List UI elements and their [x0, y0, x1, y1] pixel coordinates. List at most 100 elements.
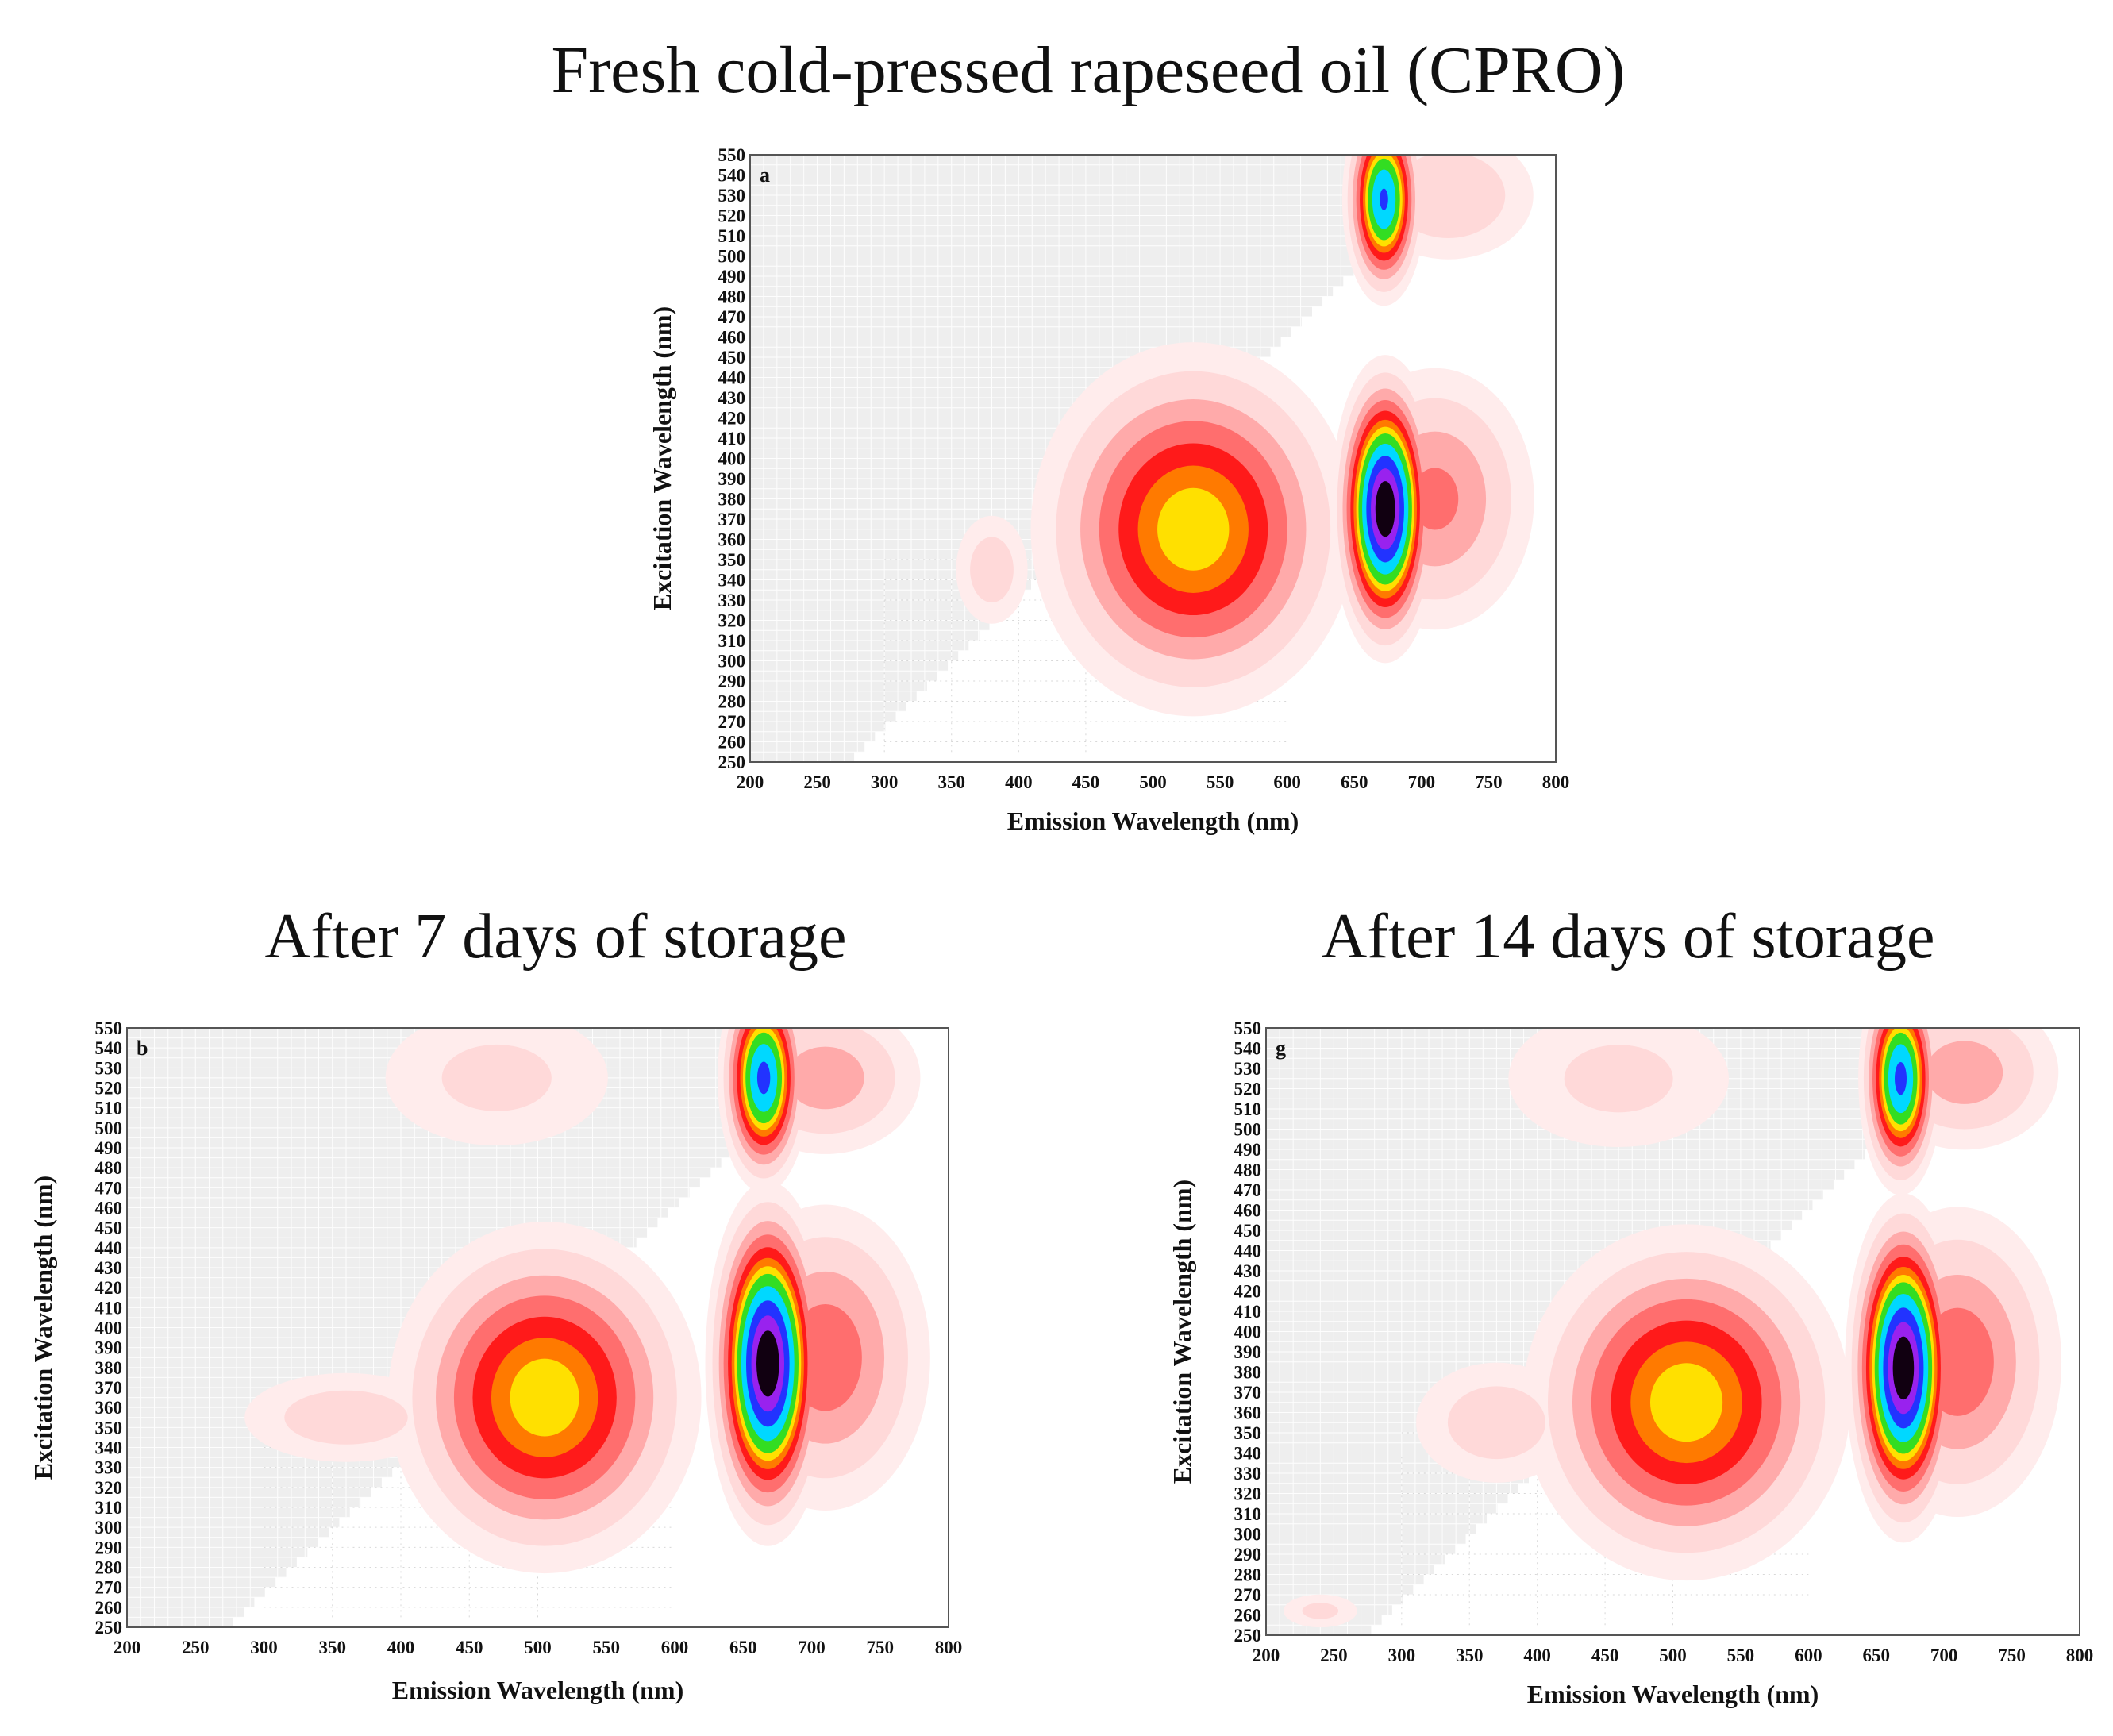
y-tick-label: 400 [718, 449, 746, 469]
x-axis-label: Emission Wavelength (nm) [1527, 1680, 1819, 1708]
y-tick-label: 500 [1234, 1120, 1262, 1140]
y-tick-label: 340 [718, 571, 746, 591]
contour-peak-5 [1926, 1041, 2003, 1104]
y-tick-label: 440 [718, 368, 746, 388]
y-tick-label: 440 [95, 1238, 123, 1258]
plot-frame [126, 1027, 949, 1628]
contour-peak-6 [1302, 1603, 1339, 1619]
y-tick-label: 270 [1234, 1585, 1262, 1605]
figure-title-7-days: After 7 days of storage [264, 902, 847, 972]
y-tick-label: 310 [718, 631, 746, 651]
y-tick-label: 510 [718, 226, 746, 246]
y-tick-label: 260 [1234, 1606, 1262, 1626]
y-tick-label: 330 [95, 1458, 123, 1478]
panel-letter: a [760, 164, 770, 187]
x-tick-label: 350 [1456, 1646, 1484, 1665]
contour-peak-4 [788, 1303, 862, 1411]
x-axis-label: Emission Wavelength (nm) [392, 1676, 683, 1704]
x-tick-label: 450 [1591, 1646, 1619, 1665]
y-tick-label: 450 [718, 348, 746, 368]
x-tick-label: 250 [803, 772, 831, 792]
y-tick-label: 540 [95, 1038, 123, 1058]
x-tick-label: 400 [1523, 1646, 1551, 1665]
y-tick-label: 430 [1234, 1261, 1262, 1281]
y-tick-label: 520 [95, 1079, 123, 1099]
contour-peak-0 [1649, 1363, 1723, 1442]
y-tick-label: 550 [95, 1018, 123, 1038]
x-tick-label: 250 [182, 1638, 210, 1657]
y-tick-label: 390 [95, 1338, 123, 1358]
panel-letter: g [1276, 1037, 1286, 1060]
y-tick-label: 250 [718, 753, 746, 772]
contour-peak-5 [786, 1046, 864, 1110]
y-tick-label: 290 [1234, 1545, 1262, 1565]
contour-peak-3 [970, 537, 1014, 603]
y-axis-label: Excitation Wavelength (nm) [1168, 1180, 1196, 1484]
y-tick-label: 490 [1234, 1140, 1262, 1160]
y-tick-label: 330 [1234, 1464, 1262, 1484]
x-tick-label: 500 [524, 1638, 552, 1657]
y-tick-label: 320 [95, 1478, 123, 1498]
y-tick-label: 410 [1234, 1302, 1262, 1322]
y-tick-label: 390 [718, 469, 746, 489]
x-tick-label: 500 [1659, 1646, 1687, 1665]
y-tick-label: 460 [95, 1199, 123, 1218]
contour-peak-0 [510, 1358, 579, 1437]
y-tick-label: 530 [95, 1058, 123, 1078]
y-tick-label: 280 [95, 1558, 123, 1578]
y-tick-label: 460 [718, 328, 746, 348]
panel-letter: b [137, 1037, 148, 1060]
y-axis-label: Excitation Wavelength (nm) [648, 306, 676, 610]
x-tick-label: 200 [1253, 1646, 1280, 1665]
y-tick-label: 540 [718, 166, 746, 186]
y-tick-label: 370 [1234, 1383, 1262, 1403]
y-tick-label: 520 [1234, 1080, 1262, 1099]
y-tick-label: 350 [95, 1418, 123, 1438]
contour-peak-2 [1895, 1062, 1907, 1095]
y-tick-label: 300 [95, 1518, 123, 1538]
x-tick-label: 600 [1795, 1646, 1822, 1665]
x-tick-label: 750 [1475, 772, 1503, 792]
x-tick-label: 700 [1408, 772, 1436, 792]
y-tick-label: 360 [1234, 1403, 1262, 1423]
y-tick-label: 460 [1234, 1201, 1262, 1221]
y-tick-label: 260 [718, 733, 746, 753]
x-tick-label: 750 [867, 1638, 895, 1657]
y-tick-label: 330 [718, 591, 746, 610]
x-tick-label: 300 [1388, 1646, 1416, 1665]
x-tick-label: 700 [798, 1638, 826, 1657]
x-tick-label: 500 [1139, 772, 1167, 792]
y-tick-label: 530 [718, 186, 746, 206]
y-tick-label: 290 [718, 672, 746, 691]
y-tick-label: 420 [718, 409, 746, 429]
x-tick-label: 450 [1072, 772, 1100, 792]
figure-title-fresh: Fresh cold-pressed rapeseed oil (CPRO) [551, 33, 1626, 107]
y-tick-label: 320 [718, 611, 746, 631]
x-tick-label: 450 [456, 1638, 483, 1657]
y-tick-label: 250 [1234, 1626, 1262, 1646]
x-tick-label: 650 [729, 1638, 757, 1657]
y-tick-label: 500 [95, 1118, 123, 1138]
contour-peak-6 [441, 1044, 552, 1111]
contour-layer [244, 1028, 930, 1574]
x-tick-label: 750 [1998, 1646, 2026, 1665]
contour-peak-7 [1564, 1045, 1673, 1113]
y-tick-label: 550 [1234, 1018, 1262, 1038]
y-tick-label: 260 [95, 1598, 123, 1618]
y-tick-label: 420 [95, 1278, 123, 1298]
y-tick-label: 270 [95, 1578, 123, 1598]
x-tick-label: 250 [1320, 1646, 1348, 1665]
y-tick-label: 400 [95, 1318, 123, 1338]
plot-frame [749, 154, 1557, 763]
x-tick-label: 600 [1273, 772, 1301, 792]
x-tick-label: 350 [319, 1638, 347, 1657]
y-tick-label: 290 [95, 1538, 123, 1557]
y-axis-label: Excitation Wavelength (nm) [29, 1176, 57, 1480]
x-axis-label: Emission Wavelength (nm) [1007, 806, 1299, 835]
x-tick-label: 800 [935, 1638, 963, 1657]
x-tick-label: 550 [1207, 772, 1234, 792]
y-tick-label: 320 [1234, 1484, 1262, 1504]
figure-title-14-days: After 14 days of storage [1321, 902, 1935, 972]
y-tick-label: 500 [718, 247, 746, 267]
